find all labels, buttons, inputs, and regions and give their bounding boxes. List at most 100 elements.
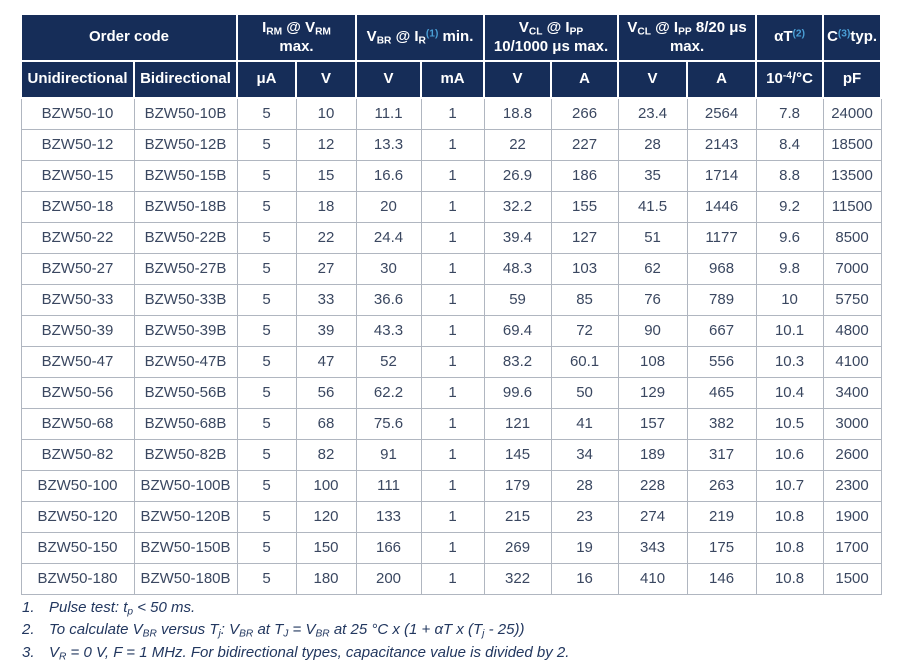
header-alpha-t: αT(2)	[755, 13, 825, 62]
order-code-bidirectional: BZW50-39B	[133, 314, 238, 347]
value-cell: 465	[686, 376, 757, 409]
order-code-bidirectional: BZW50-22B	[133, 221, 238, 254]
value-cell: 2600	[822, 438, 882, 471]
value-cell: 968	[686, 252, 757, 285]
value-cell: 100	[295, 469, 357, 502]
value-cell: 2564	[686, 97, 757, 130]
table-row: BZW50-27 BZW50-27B 5 27 30 1 48.3 103 62 968 9.8 70…	[20, 252, 882, 285]
value-cell: 1714	[686, 159, 757, 192]
value-cell: 36.6	[355, 283, 422, 316]
value-cell: 1	[420, 531, 485, 564]
table-row: BZW50-39 BZW50-39B 5 39 43.3 1 69.4 72 90 667 10.1…	[20, 314, 882, 347]
value-cell: 10.8	[755, 500, 824, 533]
value-cell: 1	[420, 469, 485, 502]
table-row: BZW50-100 BZW50-100B 5 100 111 1 179 28 228 263 10…	[20, 469, 882, 502]
value-cell: 120	[295, 500, 357, 533]
unit-v: V	[294, 60, 358, 99]
value-cell: 1900	[822, 500, 882, 533]
value-cell: 7000	[822, 252, 882, 285]
order-code-bidirectional: BZW50-18B	[133, 190, 238, 223]
order-code-unidirectional: BZW50-27	[20, 252, 135, 285]
order-code-unidirectional: BZW50-33	[20, 283, 135, 316]
value-cell: 150	[295, 531, 357, 564]
value-cell: 91	[355, 438, 422, 471]
value-cell: 175	[686, 531, 757, 564]
value-cell: 5	[236, 345, 297, 378]
value-cell: 5	[236, 407, 297, 440]
order-code-bidirectional: BZW50-27B	[133, 252, 238, 285]
order-code-unidirectional: BZW50-120	[20, 500, 135, 533]
footnote-text: To calculate VBR versus Tj: VBR at TJ = …	[49, 621, 525, 640]
value-cell: 62.2	[355, 376, 422, 409]
order-code-unidirectional: BZW50-39	[20, 314, 135, 347]
value-cell: 8.8	[755, 159, 824, 192]
order-code-bidirectional: BZW50-68B	[133, 407, 238, 440]
value-cell: 12	[295, 128, 357, 161]
value-cell: 5750	[822, 283, 882, 316]
value-cell: 263	[686, 469, 757, 502]
value-cell: 76	[617, 283, 688, 316]
value-cell: 219	[686, 500, 757, 533]
value-cell: 382	[686, 407, 757, 440]
value-cell: 10	[295, 97, 357, 130]
value-cell: 1	[420, 407, 485, 440]
value-cell: 111	[355, 469, 422, 502]
value-cell: 5	[236, 562, 297, 595]
value-cell: 10.8	[755, 562, 824, 595]
value-cell: 1	[420, 500, 485, 533]
order-code-unidirectional: BZW50-100	[20, 469, 135, 502]
order-code-bidirectional: BZW50-56B	[133, 376, 238, 409]
order-code-bidirectional: BZW50-33B	[133, 283, 238, 316]
unit-v: V	[617, 60, 689, 99]
value-cell: 189	[617, 438, 688, 471]
unit-per-degc: 10-4/°C	[755, 60, 825, 99]
value-cell: 48.3	[483, 252, 552, 285]
value-cell: 4800	[822, 314, 882, 347]
header-order-code: Order code	[20, 13, 238, 62]
order-code-unidirectional: BZW50-56	[20, 376, 135, 409]
value-cell: 50	[550, 376, 619, 409]
value-cell: 47	[295, 345, 357, 378]
value-cell: 28	[550, 469, 619, 502]
value-cell: 68	[295, 407, 357, 440]
order-code-bidirectional: BZW50-12B	[133, 128, 238, 161]
value-cell: 22	[483, 128, 552, 161]
value-cell: 82	[295, 438, 357, 471]
value-cell: 28	[617, 128, 688, 161]
value-cell: 41.5	[617, 190, 688, 223]
order-code-unidirectional: BZW50-15	[20, 159, 135, 192]
value-cell: 3400	[822, 376, 882, 409]
value-cell: 85	[550, 283, 619, 316]
value-cell: 56	[295, 376, 357, 409]
value-cell: 317	[686, 438, 757, 471]
value-cell: 11.1	[355, 97, 422, 130]
value-cell: 121	[483, 407, 552, 440]
value-cell: 266	[550, 97, 619, 130]
unit-v: V	[483, 60, 553, 99]
header-group-row: Order code IRM @ VRM max. VBR @ IR(1) min…	[20, 13, 883, 62]
table-row: BZW50-150 BZW50-150B 5 150 166 1 269 19 343 175 10…	[20, 531, 882, 564]
value-cell: 1700	[822, 531, 882, 564]
footnote-number: 3.	[22, 643, 35, 661]
table-row: BZW50-68 BZW50-68B 5 68 75.6 1 121 41 157 382 10.5…	[20, 407, 882, 440]
value-cell: 7.8	[755, 97, 824, 130]
value-cell: 5	[236, 376, 297, 409]
value-cell: 5	[236, 97, 297, 130]
subheader-unidirectional: Unidirectional	[20, 60, 135, 99]
value-cell: 322	[483, 562, 552, 595]
header-c-typ: C(3)typ.	[822, 13, 883, 62]
value-cell: 51	[617, 221, 688, 254]
value-cell: 410	[617, 562, 688, 595]
value-cell: 103	[550, 252, 619, 285]
unit-ma: mA	[420, 60, 486, 99]
value-cell: 90	[617, 314, 688, 347]
value-cell: 1	[420, 376, 485, 409]
order-code-unidirectional: BZW50-150	[20, 531, 135, 564]
value-cell: 146	[686, 562, 757, 595]
value-cell: 10.4	[755, 376, 824, 409]
value-cell: 72	[550, 314, 619, 347]
order-code-bidirectional: BZW50-15B	[133, 159, 238, 192]
value-cell: 5	[236, 283, 297, 316]
table-header: Order code IRM @ VRM max. VBR @ IR(1) min…	[20, 13, 883, 99]
value-cell: 215	[483, 500, 552, 533]
